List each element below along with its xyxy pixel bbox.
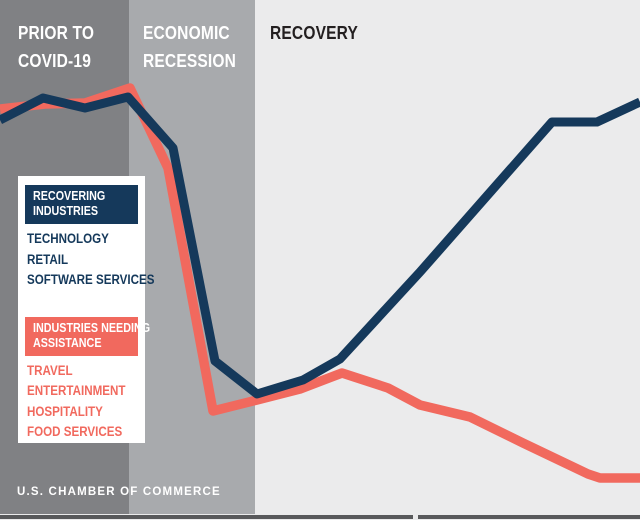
legend-item: SOFTWARE SERVICES bbox=[27, 272, 155, 287]
legend-item: ENTERTAINMENT bbox=[27, 383, 126, 398]
phase-band-recovery bbox=[255, 0, 640, 514]
bottom-divider-left bbox=[0, 515, 413, 519]
legend-header-recovering: RECOVERING INDUSTRIES bbox=[25, 185, 138, 224]
legend-box: RECOVERING INDUSTRIES TECHNOLOGY RETAIL … bbox=[18, 176, 155, 443]
phase-label-line: ECONOMIC bbox=[143, 22, 230, 43]
legend-item: TECHNOLOGY bbox=[27, 231, 109, 246]
legend-header-line: INDUSTRIES NEEDING bbox=[33, 320, 151, 335]
phase-label-recovery: RECOVERY bbox=[270, 19, 358, 47]
legend-item: RETAIL bbox=[27, 251, 69, 267]
legend-header-line: RECOVERING bbox=[33, 189, 106, 203]
phase-label-line: RECOVERY bbox=[270, 22, 358, 43]
legend-item: TRAVEL bbox=[27, 362, 73, 378]
phase-label-line: COVID-19 bbox=[18, 50, 92, 71]
legend-header-assistance: INDUSTRIES NEEDING ASSISTANCE bbox=[25, 316, 151, 356]
phase-label-prior-covid: PRIOR TO COVID-19 bbox=[18, 19, 94, 75]
legend-items-assistance: TRAVEL ENTERTAINMENT HOSPITALITY FOOD SE… bbox=[26, 361, 138, 443]
phase-label-line: PRIOR TO bbox=[18, 22, 95, 43]
legend-item: FOOD SERVICES bbox=[27, 424, 123, 439]
legend-header-line: INDUSTRIES bbox=[33, 204, 99, 218]
legend-item: HOSPITALITY bbox=[27, 403, 103, 419]
phase-label-economic-recession: ECONOMIC RECESSION bbox=[143, 19, 236, 75]
recovering-line bbox=[0, 92, 640, 399]
legend-items-recovering: TECHNOLOGY RETAIL SOFTWARE SERVICES bbox=[26, 229, 155, 291]
phase-label-line: RECESSION bbox=[143, 50, 237, 71]
legend-header-line: ASSISTANCE bbox=[33, 335, 102, 350]
bottom-divider-right bbox=[418, 515, 640, 519]
attribution-label: U.S. CHAMBER OF COMMERCE bbox=[17, 486, 221, 498]
assistance-line bbox=[0, 83, 640, 483]
